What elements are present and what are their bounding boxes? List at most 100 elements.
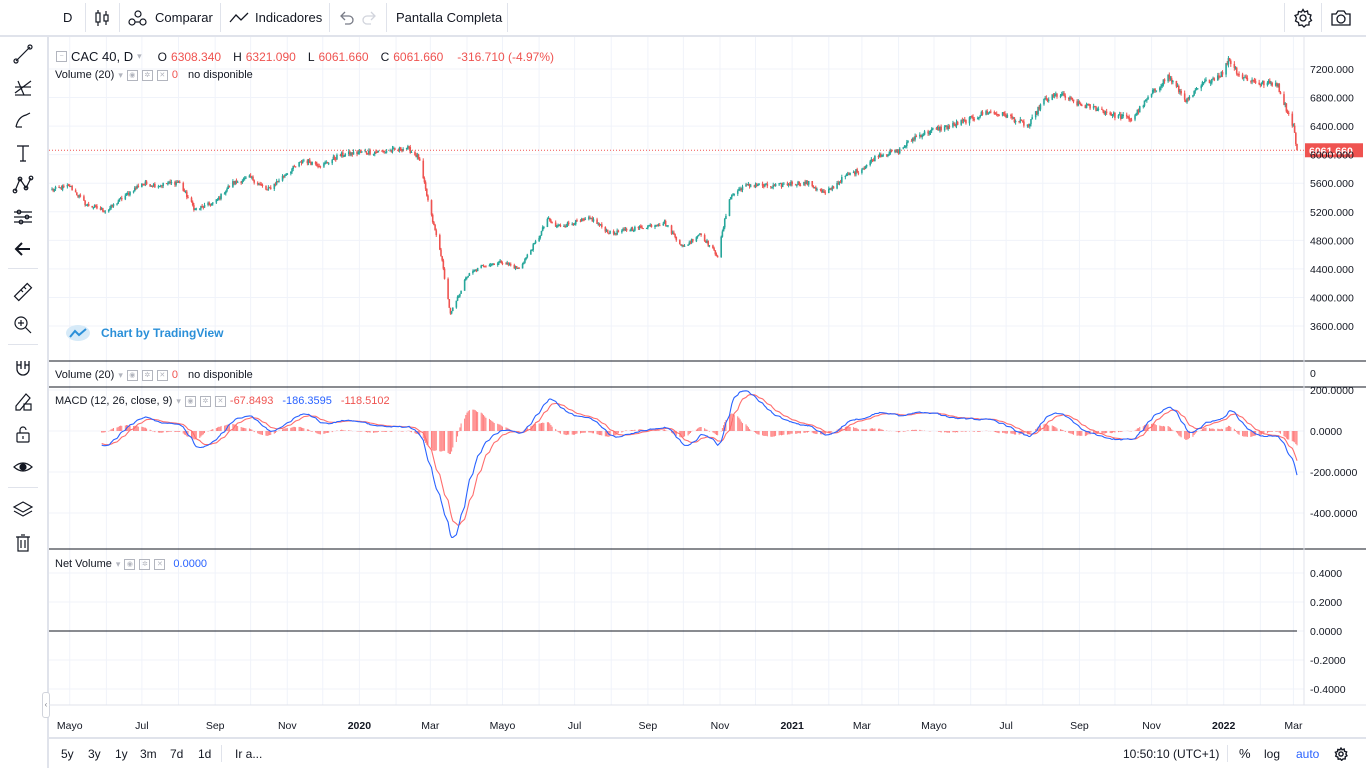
candle-body [1001,112,1004,116]
candle-body [674,234,676,237]
candle-body [60,187,63,190]
candle-body [158,186,161,188]
settings-button[interactable] [1293,0,1313,35]
range-label: 3m [140,746,157,761]
symbol-dropdown-icon[interactable]: ▾ [137,51,142,61]
pattern-icon[interactable] [11,173,35,197]
candle-body [1193,91,1195,96]
macd-label[interactable]: MACD (12, 26, close, 9) [55,395,173,407]
candle-body [298,162,300,167]
trash-icon[interactable] [11,531,35,555]
interval-button[interactable]: D [63,0,72,35]
candle-body [1013,117,1016,123]
candle-body [538,237,540,242]
scale-settings-button[interactable] [1334,739,1348,768]
close-icon[interactable]: ✕ [156,69,168,81]
ruler-icon[interactable] [11,280,35,304]
candle-body [532,244,535,250]
candle-body [1218,75,1220,77]
redo-button[interactable] [362,0,378,35]
candle-body [1147,96,1149,100]
brush-icon[interactable] [11,108,35,132]
close-icon[interactable]: ✕ [214,395,226,407]
eye-icon[interactable]: ◉ [124,558,136,570]
tradingview-watermark[interactable]: Chart by TradingView [65,324,223,342]
range-1d[interactable]: 1d [198,739,211,768]
eye-icon[interactable] [11,455,35,479]
compare-button[interactable]: Comparar [127,0,213,35]
candle-body [720,236,723,258]
price-tick-label: 4000.000 [1310,292,1354,304]
forecast-icon[interactable] [11,205,35,229]
candle-body [253,180,255,183]
lock-draw-icon[interactable] [11,389,35,413]
lock-icon[interactable] [11,422,35,446]
auto-toggle[interactable]: auto [1296,739,1319,768]
range-5y[interactable]: 5y [61,739,74,768]
symbol-label[interactable]: CAC 40, D [71,49,134,64]
screenshot-button[interactable] [1330,0,1352,35]
candle-body [293,165,296,167]
candle-body [1111,114,1114,116]
chart-type-button[interactable] [94,0,110,35]
eye-icon[interactable]: ◉ [126,369,138,381]
fib-icon[interactable] [11,75,35,99]
layers-icon[interactable] [11,498,35,522]
candle-body [796,184,798,186]
netvol-legend: Net Volume ▾ ◉ ✲ ✕ 0.0000 [55,558,208,570]
candle-body [1109,112,1111,115]
range-3m[interactable]: 3m [140,739,157,768]
close-icon[interactable]: ✕ [156,369,168,381]
eye-icon[interactable]: ◉ [184,395,196,407]
indicators-button[interactable]: Indicadores [229,0,322,35]
candle-body [995,113,998,115]
volume2-label[interactable]: Volume (20) [55,369,115,381]
chart-area[interactable]: 6061.660 7200.000 6800.000 6400.000 6000.000… [49,37,1366,737]
magnet-icon[interactable] [11,356,35,380]
candle-body [1004,113,1006,117]
netvol-label[interactable]: Net Volume [55,558,112,570]
candle-body [132,191,135,193]
candle-body [844,176,847,178]
candle-body [1192,95,1194,97]
percent-toggle[interactable]: % [1239,739,1251,768]
range-7d[interactable]: 7d [170,739,183,768]
candle-body [1151,89,1154,94]
range-1y[interactable]: 1y [115,739,128,768]
candle-body [524,259,526,263]
candle-body [846,173,849,175]
range-3y[interactable]: 3y [88,739,101,768]
undo-button[interactable] [338,0,354,35]
back-arrow-icon[interactable] [11,237,35,261]
candle-body [256,182,259,185]
settings-icon[interactable]: ✲ [141,369,153,381]
candle-body [723,218,726,228]
candle-body [307,159,310,164]
collapse-icon[interactable]: − [56,51,67,62]
log-toggle[interactable]: log [1264,739,1280,768]
drawing-toolbar: ‹ [0,0,50,768]
close-icon[interactable]: ✕ [154,558,166,570]
volume-label[interactable]: Volume (20) [55,69,115,81]
eye-icon[interactable]: ◉ [126,69,138,81]
candle-body [167,183,169,185]
settings-icon[interactable]: ✲ [139,558,151,570]
settings-icon[interactable]: ✲ [199,395,211,407]
clock-label[interactable]: 10:50:10 (UTC+1) [1123,739,1219,768]
chart-svg[interactable]: 6061.660 7200.000 6800.000 6400.000 6000.000… [49,37,1366,737]
candle-body [169,181,172,183]
fullscreen-button[interactable]: Pantalla Completa [396,0,502,35]
candle-body [1168,74,1171,79]
settings-icon[interactable]: ✲ [141,69,153,81]
candle-body [546,219,549,227]
volume2-legend: Volume (20) ▾ ◉ ✲ ✕ 0 no disponible [55,369,253,381]
candle-body [377,150,380,153]
candle-body [324,162,326,164]
candle-body [699,233,701,235]
trend-line-icon[interactable] [11,42,35,66]
candle-body [126,192,129,194]
candle-body [384,151,387,153]
goto-button[interactable]: Ir a... [235,739,262,768]
zoom-in-icon[interactable] [11,313,35,337]
text-icon[interactable] [11,141,35,165]
